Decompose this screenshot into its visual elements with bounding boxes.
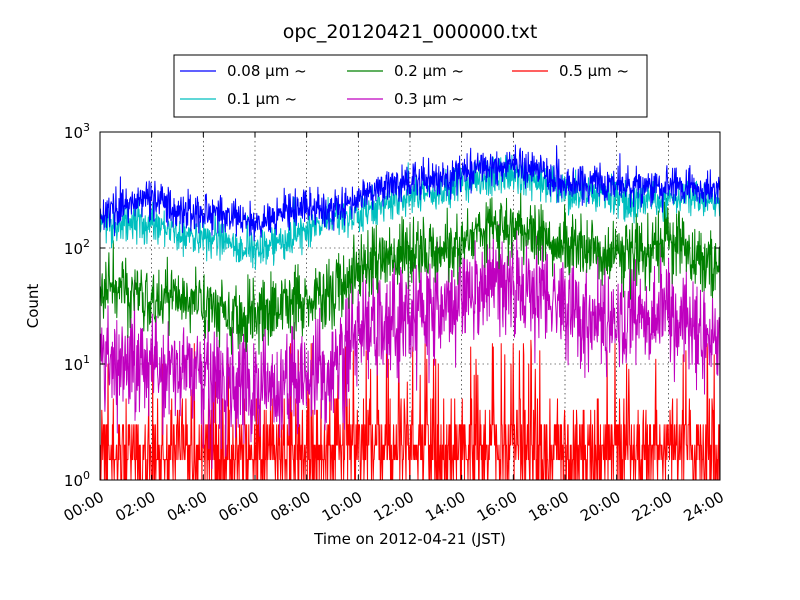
legend-label: 0.5 μm ~	[559, 62, 629, 80]
x-axis-label: Time on 2012-04-21 (JST)	[313, 530, 506, 548]
legend-label: 0.08 μm ~	[227, 62, 307, 80]
legend: 0.08 μm ~ 0.1 μm ~ 0.2 μm ~ 0.3 μm ~ 0.5 μm …	[174, 55, 647, 117]
legend-label: 0.3 μm ~	[394, 90, 464, 108]
chart: opc_20120421_000000.txt 00:00 02:00 04:00 0…	[0, 0, 800, 600]
chart-title: opc_20120421_000000.txt	[283, 21, 538, 43]
y-axis-label: Count	[24, 284, 42, 329]
legend-label: 0.1 μm ~	[227, 90, 297, 108]
legend-label: 0.2 μm ~	[394, 62, 464, 80]
